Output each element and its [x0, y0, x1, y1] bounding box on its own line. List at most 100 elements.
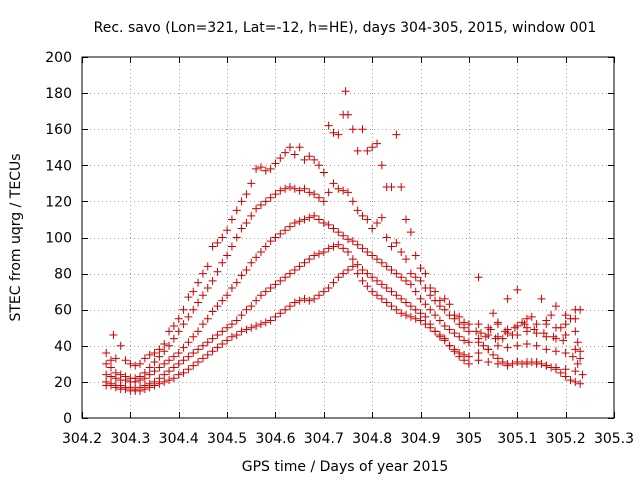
data-point	[285, 302, 294, 311]
data-point	[237, 271, 246, 280]
data-point	[460, 323, 469, 332]
data-point	[561, 320, 570, 329]
data-point	[223, 291, 232, 300]
data-point	[440, 305, 449, 314]
data-point	[324, 284, 333, 293]
data-point	[319, 168, 328, 177]
data-point	[160, 370, 169, 379]
data-point	[348, 237, 357, 246]
data-point	[542, 361, 551, 370]
data-point	[566, 376, 575, 385]
data-point	[556, 368, 565, 377]
data-point	[295, 143, 304, 152]
data-point	[435, 316, 444, 325]
data-point	[561, 365, 570, 374]
data-point	[363, 269, 372, 278]
x-tick-label: 305.3	[594, 431, 634, 447]
data-point	[295, 186, 304, 195]
data-point	[189, 305, 198, 314]
data-point	[310, 294, 319, 303]
data-point	[406, 302, 415, 311]
data-point	[510, 323, 519, 332]
data-point	[290, 265, 299, 274]
data-point	[208, 242, 217, 251]
data-point	[411, 273, 420, 282]
data-point	[416, 316, 425, 325]
data-point	[305, 213, 314, 222]
data-point	[305, 188, 314, 197]
data-point	[382, 262, 391, 271]
data-point	[344, 188, 352, 197]
data-point	[290, 150, 299, 159]
data-point	[256, 163, 265, 172]
data-point	[155, 345, 164, 354]
data-point	[121, 385, 130, 394]
data-point	[484, 358, 493, 367]
data-point	[537, 294, 546, 303]
data-point	[339, 269, 348, 278]
data-point	[402, 298, 411, 307]
data-point	[402, 215, 411, 224]
data-point	[242, 325, 251, 334]
data-point	[242, 219, 251, 228]
data-point	[305, 296, 314, 305]
data-point	[107, 356, 116, 365]
data-point	[353, 146, 362, 155]
data-point	[189, 361, 198, 370]
data-point	[329, 179, 338, 188]
data-point	[203, 284, 212, 293]
data-point	[344, 110, 352, 119]
data-point	[300, 155, 309, 164]
data-point	[194, 345, 203, 354]
data-point	[310, 155, 319, 164]
data-point	[184, 365, 193, 374]
data-point	[406, 312, 415, 321]
x-tick-label: 304.4	[159, 431, 199, 447]
data-point	[165, 367, 174, 376]
data-point	[218, 296, 227, 305]
data-point	[165, 327, 174, 336]
data-point	[551, 347, 560, 356]
data-point	[522, 339, 531, 348]
data-point	[373, 255, 382, 264]
data-point	[411, 314, 420, 323]
data-point	[368, 224, 377, 233]
x-tick-label: 304.7	[304, 431, 344, 447]
data-point	[213, 267, 222, 276]
data-point	[145, 383, 154, 392]
data-point	[334, 184, 343, 193]
data-point	[382, 284, 391, 293]
data-point	[547, 363, 556, 372]
data-point	[421, 269, 430, 278]
data-point	[314, 193, 323, 202]
data-point	[334, 273, 343, 282]
data-point	[155, 363, 164, 372]
data-point	[107, 381, 116, 390]
data-point	[518, 359, 527, 368]
data-point	[464, 338, 473, 347]
data-point	[377, 213, 386, 222]
data-point	[498, 334, 507, 343]
data-point	[184, 338, 193, 347]
data-point	[353, 206, 362, 215]
data-point	[266, 164, 275, 173]
data-point	[368, 251, 377, 260]
x-tick-label: 304.3	[110, 431, 150, 447]
data-point	[339, 186, 348, 195]
data-point	[464, 359, 473, 368]
data-point	[261, 318, 270, 327]
data-point	[373, 139, 382, 148]
data-point	[121, 376, 130, 385]
data-point	[450, 347, 459, 356]
data-point	[247, 258, 256, 267]
data-point	[121, 356, 130, 365]
data-point	[160, 339, 169, 348]
data-point	[285, 182, 294, 191]
data-point	[455, 352, 464, 361]
data-point	[435, 302, 444, 311]
data-point	[392, 130, 401, 139]
data-point	[189, 332, 198, 341]
y-tick-label: 40	[54, 339, 72, 355]
data-point	[276, 229, 285, 238]
